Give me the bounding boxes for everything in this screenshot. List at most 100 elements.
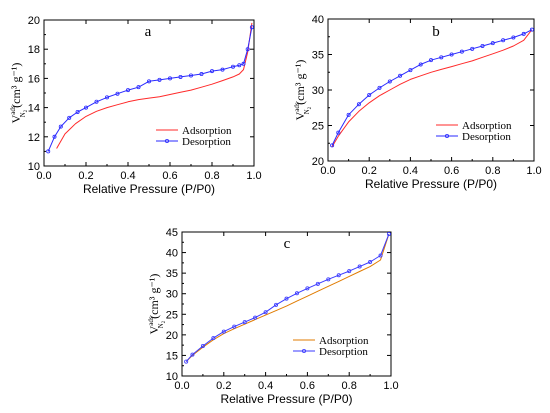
y-tick-label: 40 [166,248,178,260]
data-point-desorption [398,73,403,78]
x-tick-label: 0.4 [403,165,418,177]
data-point-desorption [336,273,341,278]
series-line-adsorption [331,29,533,148]
data-point-desorption [190,352,195,357]
data-point-desorption [378,253,383,258]
x-tick-label: 0.6 [300,380,315,392]
x-tick-label: 0.0 [36,170,51,182]
x-tick-label: 1.0 [246,170,261,182]
data-point-desorption [449,52,454,57]
data-point-desorption [305,286,310,291]
y-label-subsub: 2 [162,320,167,323]
data-point-desorption [211,336,216,341]
y-label-main: V [293,111,307,120]
y-tick-label: 10 [166,371,178,383]
data-point-desorption [529,27,534,32]
y-label-sub: N [19,112,27,117]
legend-marker-desorption [444,133,449,138]
y-tick-label: 14 [28,103,40,115]
x-tick-label: 0.8 [485,165,500,177]
data-point-desorption [357,264,362,269]
data-point-desorption [377,85,382,90]
data-point-desorption [184,359,189,364]
y-label-subsub: 2 [24,109,29,112]
y-label-sub: N [303,109,311,114]
data-point-desorption [199,72,204,77]
x-tick-label: 0.6 [162,170,177,182]
y-tick-label: 18 [28,44,40,56]
data-point-desorption [330,143,335,148]
data-point-desorption [459,49,464,54]
data-point-desorption [347,269,352,274]
x-tick-label: 0.4 [258,380,273,392]
data-point-desorption [232,324,237,329]
data-point-desorption [157,77,162,82]
x-tick-label: 0.8 [342,380,357,392]
data-point-desorption [94,99,99,104]
panel-letter: c [284,236,291,252]
x-tick-label: 0.4 [120,170,135,182]
data-point-desorption [439,55,444,60]
data-point-desorption [84,105,89,110]
data-point-desorption [263,310,268,315]
data-point-desorption [220,67,225,72]
data-point-desorption [326,277,331,282]
data-point-desorption [386,232,391,237]
data-point-desorption [126,88,131,93]
x-tick-label: 0.6 [444,165,459,177]
data-point-desorption [115,91,120,96]
y-label-sub: N [157,323,165,328]
y-tick-label: 12 [28,132,40,144]
data-point-desorption [249,25,254,30]
y-tick-label: 30 [166,289,178,301]
legend-marker-desorption [164,138,169,143]
data-point-desorption [167,76,172,81]
data-point-desorption [480,43,485,48]
y-tick-label: 40 [312,14,324,26]
y-tick-label: 35 [312,50,324,62]
y-tick-label: 20 [166,330,178,342]
data-point-desorption [67,115,72,120]
legend-label-adsorption: Adsorption [182,125,232,137]
panel-letter: a [145,24,152,40]
data-point-desorption [367,92,372,97]
data-point-desorption [241,61,246,66]
data-point-desorption [200,343,205,348]
x-axis-label: Relative Pressure (P/P0) [365,177,497,191]
legend-label-desorption: Desorption [462,131,511,143]
data-point-desorption [368,260,373,265]
data-point-desorption [242,320,247,325]
series-line-adsorption [185,233,390,362]
x-axis-label: Relative Pressure (P/P0) [83,182,215,196]
x-tick-label: 0.2 [362,165,377,177]
y-label-sup: ads [147,316,155,326]
legend-label-desorption: Desorption [182,136,231,148]
data-point-desorption [490,41,495,46]
data-point-desorption [188,73,193,78]
y-tick-label: 10 [28,161,40,173]
y-label-unit: (cm³ g⁻¹) [147,274,161,319]
x-tick-label: 0.2 [216,380,231,392]
data-point-desorption [245,47,250,52]
y-axis-label: VadsN2(cm³ g⁻¹) [293,60,313,121]
series-line-desorption [331,29,533,146]
y-tick-label: 20 [312,156,324,168]
x-tick-label: 0.0 [320,165,335,177]
x-tick-label: 1.0 [526,165,541,177]
chart-panel-c: 0.0 0.2 0.4 0.6 0.8 1.0 10 15 20 25 30 35 40 45 Relati… [147,227,399,406]
y-tick-label: 20 [28,15,40,27]
legend-label-adsorption: Adsorption [319,335,369,347]
data-point-desorption [294,291,299,296]
data-point-desorption [336,130,341,135]
x-tick-label: 0.2 [78,170,93,182]
data-point-desorption [136,85,141,90]
data-point-desorption [178,74,183,79]
y-tick-label: 25 [166,309,178,321]
y-label-main: V [147,325,161,334]
data-point-desorption [408,68,413,73]
data-point-desorption [428,58,433,63]
series-line-adsorption [56,22,253,149]
data-point-desorption [274,302,279,307]
data-point-desorption [511,35,516,40]
y-tick-label: 30 [312,85,324,97]
